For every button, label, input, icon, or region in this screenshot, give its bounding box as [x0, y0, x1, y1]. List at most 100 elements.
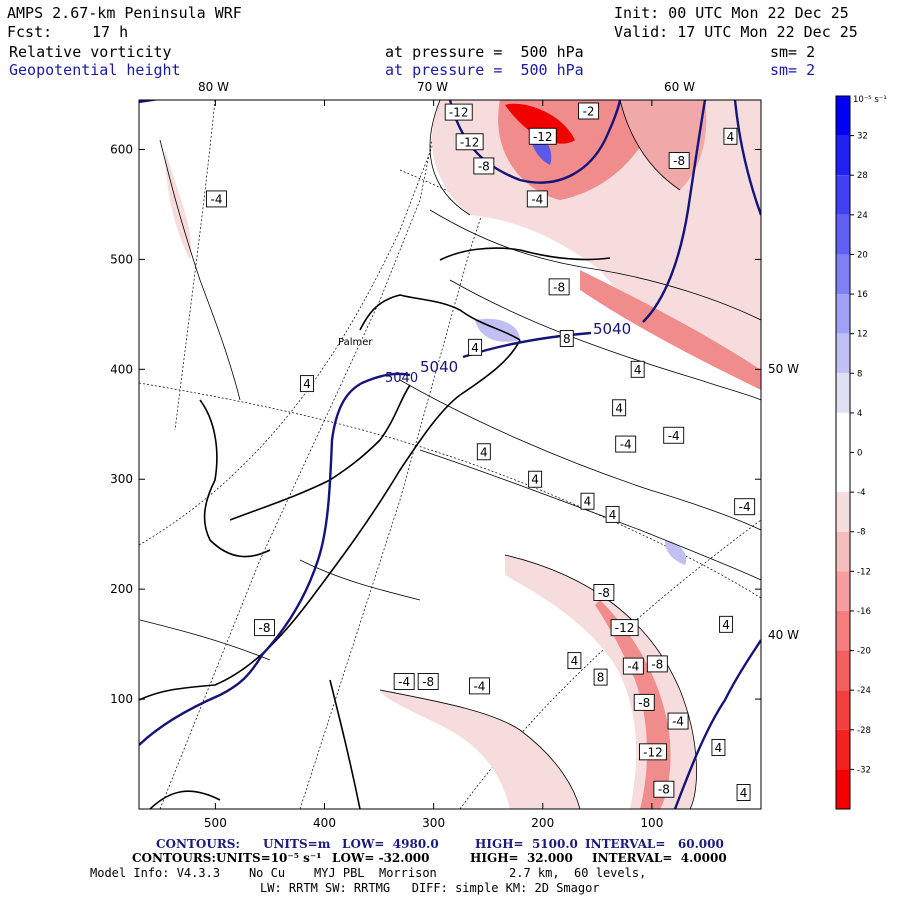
contour-label: 4	[723, 127, 738, 145]
field2-smoothing: sm= 2	[770, 61, 816, 79]
contour-label-text: -4	[210, 192, 222, 206]
height-label: 5040	[385, 371, 418, 386]
contour-label-text: -4	[668, 429, 680, 443]
contour-label-text: -4	[473, 679, 485, 693]
colorbar-band	[836, 96, 850, 136]
contour-label-text: 4	[615, 401, 623, 415]
contour-label-box	[526, 190, 548, 208]
contour-label-box	[559, 330, 574, 347]
forecast-label: Fcst:	[7, 23, 53, 41]
contour-label-box	[206, 190, 227, 208]
contour-label-text: -8	[478, 159, 490, 173]
y-tick-label: 300	[110, 472, 133, 486]
colorbar-band	[836, 294, 850, 334]
contour-label-box	[639, 743, 667, 761]
vorticity-contours	[139, 100, 761, 809]
height-contour-5040	[642, 100, 707, 323]
model-physics: LW: RRTM SW: RRTMG DIFF: simple KM: 2D S…	[260, 881, 600, 895]
y-tick-label: 200	[110, 582, 133, 596]
contour-label: -4	[469, 677, 490, 695]
height-contours-label: CONTOURS:	[156, 837, 240, 851]
contour-label-text: -4	[531, 192, 543, 206]
x-tick-label: 300	[422, 816, 445, 830]
contour-label-text: 4	[531, 473, 539, 487]
vorticity-contour	[429, 100, 471, 216]
colorbar-band	[836, 650, 850, 691]
contour-label: -12	[455, 133, 484, 151]
coastline-segment	[329, 679, 361, 809]
contour-label: 4	[736, 784, 751, 801]
contour-label: -12	[639, 743, 667, 761]
vort-interval: INTERVAL= 4.0000	[592, 851, 727, 865]
plot-frame	[138, 99, 762, 810]
contour-label-text: 4	[634, 363, 642, 377]
contour-label: 4	[580, 492, 595, 510]
model-info: Model Info: V4.3.3 No Cu MYJ PBL Morriso…	[90, 866, 647, 880]
vorticity-contour	[619, 100, 681, 191]
height-contour	[673, 639, 761, 809]
contour-label: 4	[711, 738, 726, 756]
colorbar: 32 28 24 20 16 12 8 4 0 -4 -8 -12 -16 -20 -24 -28 -32	[835, 95, 871, 810]
contour-label-box	[630, 360, 645, 378]
contour-label: -8	[548, 278, 570, 296]
contour-label-box	[646, 655, 668, 673]
contour-label: -12	[528, 127, 557, 145]
contour-label-box	[605, 505, 620, 523]
contour-label-box	[653, 780, 675, 798]
vorticity-contour	[419, 449, 761, 581]
station-label: Palmer	[338, 337, 373, 348]
vorticity-contour	[379, 689, 581, 809]
vort-contours-label: CONTOURS:	[132, 851, 216, 865]
contour-label-text: -12	[449, 106, 469, 120]
longitude-line	[159, 100, 441, 809]
contour-label-text: 4	[584, 495, 592, 509]
contour-label-text: 4	[722, 618, 730, 632]
coastline-segment	[359, 294, 521, 341]
contour-label-box	[593, 584, 615, 601]
extreme-negative-vorticity	[505, 103, 575, 144]
contour-label-box	[300, 375, 314, 393]
y-tick-label: 600	[110, 142, 133, 156]
contour-label: -12	[444, 103, 473, 121]
field2-name: Geopotential height	[9, 61, 181, 79]
contour-label: 4	[605, 505, 620, 523]
model-title: AMPS 2.67-km Peninsula WRF	[7, 4, 242, 22]
contour-labels: -12-12-2-12-8 -84-4 -4-884444-4-44444-4-8-…	[206, 102, 756, 801]
contour-label: 4	[528, 470, 543, 488]
coastline	[139, 247, 611, 809]
vorticity-shading	[165, 100, 761, 809]
field1-pressure: at pressure = 500 hPa	[385, 43, 584, 61]
contour-label-text: -8	[651, 657, 663, 671]
contour-label: -4	[734, 498, 756, 516]
x-tick-label: 400	[313, 816, 336, 830]
lon-label-50w: 50 W	[768, 362, 799, 376]
contour-label: -4	[615, 435, 637, 453]
contour-label-box	[723, 127, 738, 145]
contour-label-text: -8	[638, 696, 650, 710]
colorbar-band	[836, 412, 850, 453]
height-contour	[733, 100, 761, 216]
contour-label-box	[578, 102, 600, 120]
colorbar-tick-label: -24	[857, 686, 871, 696]
colorbar-units: 10⁻⁵ s⁻¹	[853, 95, 887, 105]
contour-label-text: 4	[480, 445, 488, 459]
colorbar-tick-label: -4	[857, 488, 865, 498]
vorticity-contour	[504, 554, 697, 809]
contour-label-text: 8	[563, 332, 571, 346]
plot-area: 5040 5040 5040 Palmer -12 -12 -2 -12 -8 -8 4 -4…	[139, 100, 761, 809]
colorbar-tick-label: 24	[857, 211, 868, 221]
field1-name: Relative vorticity	[9, 43, 172, 61]
vort-units: UNITS=10⁻⁵ s⁻¹	[216, 851, 322, 865]
contour-label-box	[736, 784, 751, 801]
contour-label-box	[528, 127, 557, 145]
vorticity-contour	[139, 619, 271, 661]
contour-label-box	[668, 152, 690, 169]
height-labels: 5040 5040 5040	[385, 320, 631, 386]
height-contour-5040	[139, 372, 411, 746]
longitude-line	[139, 100, 451, 546]
contour-label-text: -12	[615, 621, 635, 635]
contour-label-text: -4	[620, 438, 632, 452]
colorbar-band	[836, 690, 850, 730]
contour-label-text: -4	[627, 660, 639, 674]
height-contour	[139, 100, 160, 104]
